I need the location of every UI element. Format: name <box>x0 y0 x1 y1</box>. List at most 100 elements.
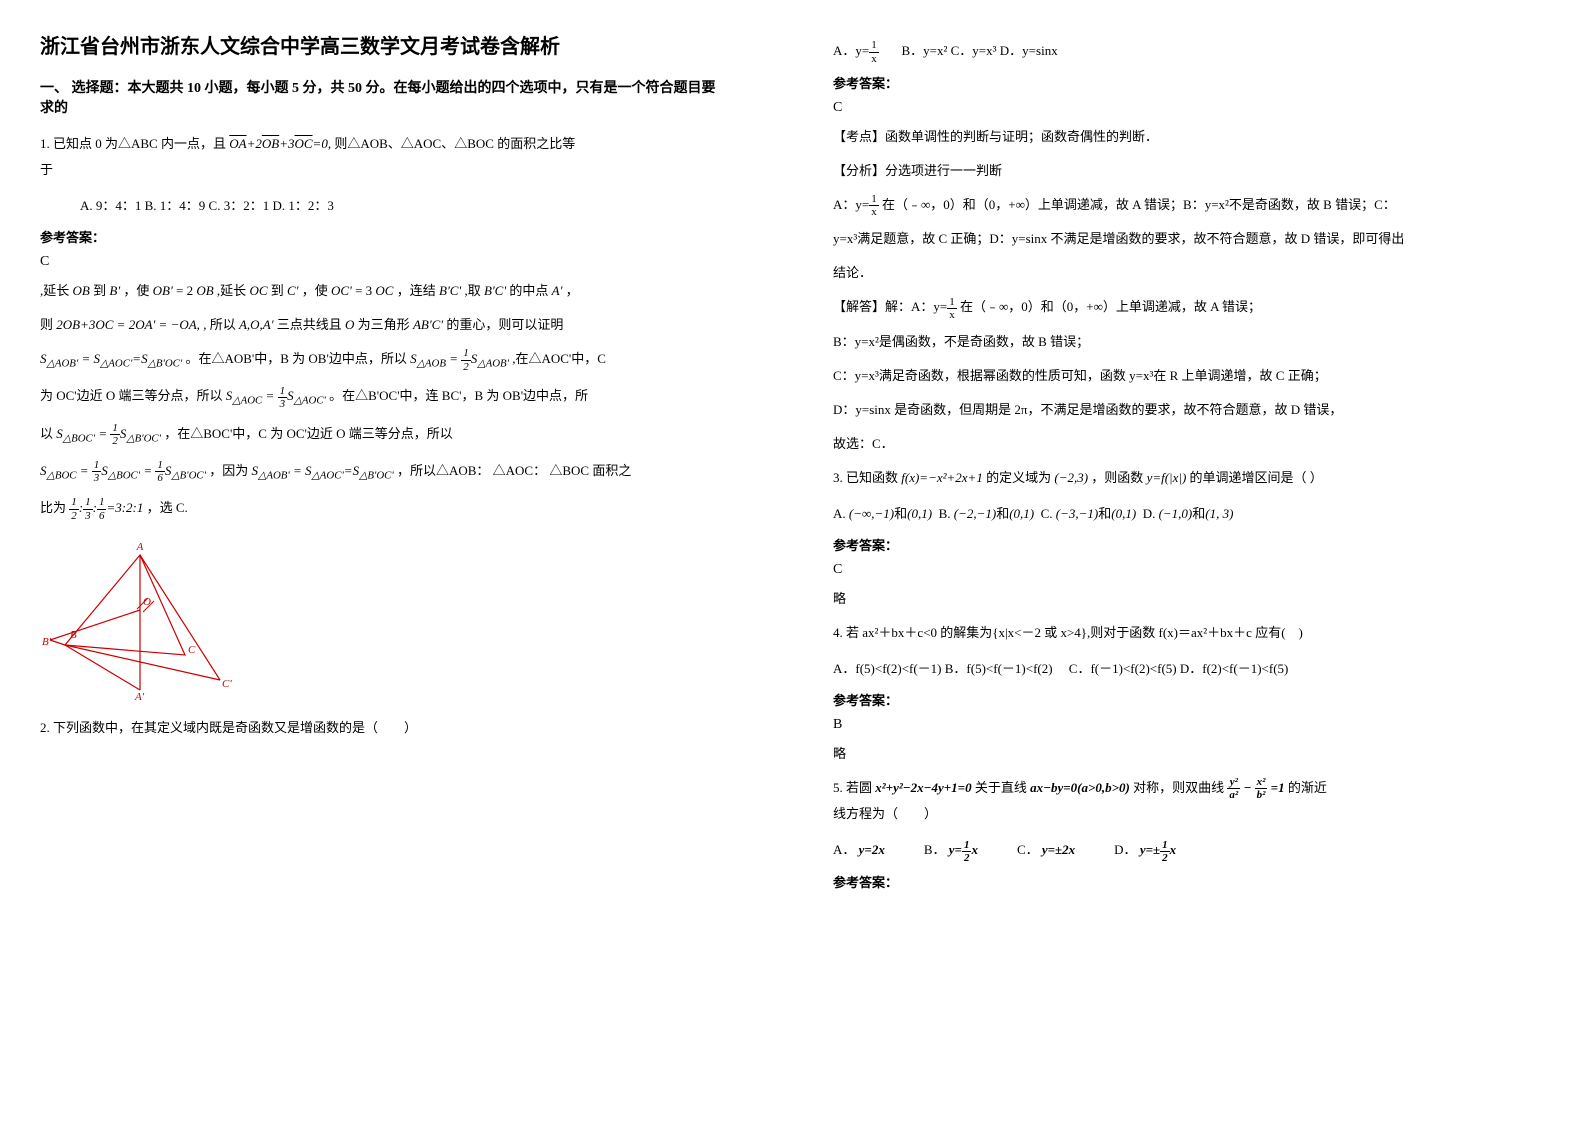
q5oa: A． <box>833 842 855 857</box>
dxb: x <box>869 206 879 218</box>
q3dom: (−2,3) <box>1054 470 1088 485</box>
e1oc2: OC <box>375 283 393 298</box>
e1oc: OC <box>249 283 267 298</box>
q2c: C．y=x³ <box>951 43 997 58</box>
e5a: 以 <box>40 426 53 441</box>
vec-oa: OA <box>229 136 246 151</box>
denx: x <box>869 53 879 65</box>
q3i01c: (0,1) <box>1111 506 1136 521</box>
q2-options: A．y=1x B．y=x² C．y=x³ D．y=sinx <box>833 38 1513 65</box>
e3b: ,在△AOC'中，C <box>512 351 606 366</box>
q2a-pre: A．y= <box>833 43 869 58</box>
e7a: 比为 <box>40 500 66 515</box>
e2a: 则 <box>40 317 53 332</box>
ratio-txt: =3:2:1 <box>106 500 143 515</box>
e4a: 为 OC'边近 O 端三等分点，所以 <box>40 388 223 403</box>
s-eq-sixth: S△BOC = 13S△BOC' = 16S△B'OC' <box>40 463 206 478</box>
e6b: ，所以△AOB： △AOC： △BOC 面积之 <box>397 463 631 478</box>
q2ea-frac: 1x <box>869 193 879 218</box>
e1ob: OB <box>73 283 90 298</box>
ha: a² <box>1227 789 1240 801</box>
on1: 1 <box>962 839 972 852</box>
e1k: 的中点 <box>509 283 548 298</box>
q3-brief: 略 <box>833 586 1513 612</box>
q3oc: C. <box>1041 506 1053 521</box>
hx2: x <box>1170 842 1177 857</box>
vec-ob: OB <box>262 136 279 151</box>
hx: x² <box>1255 776 1268 789</box>
q4-stem: 4. 若 ax²＋bx＋c<0 的解集为{x|x<－2 或 x>4},则对于函数… <box>833 620 1513 646</box>
q2-expC: y=x³满足题意，故 C 正确；D：y=sinx 不满足是增函数的要求，故不符合… <box>833 226 1513 252</box>
q5-stem: 5. 若圆 x²+y²−2x−4y+1=0 关于直线 ax−by=0(a>0,b… <box>833 775 1513 828</box>
hb: b² <box>1255 789 1268 801</box>
q1-exp2: 则 2OB+3OC = 2OA' = −OA, , 所以 A,O,A' 三点共线… <box>40 312 720 338</box>
q3od: D. <box>1143 506 1156 521</box>
tw1: 2 <box>962 852 972 864</box>
e2m2: A,O,A' <box>239 317 274 332</box>
e1a: ,延长 <box>40 283 69 298</box>
q3c: ，则函数 <box>1091 470 1143 485</box>
ye2: y= <box>1140 842 1153 857</box>
e1c: ，使 <box>123 283 149 298</box>
q3d: 的单调递增区间是（ ） <box>1190 470 1323 485</box>
q2-point: 【考点】函数单调性的判断与证明；函数奇偶性的判断． <box>833 124 1513 150</box>
q2s-frac: 1x <box>947 296 957 321</box>
q2-analysis: 【分析】分选项进行一一判断 <box>833 158 1513 184</box>
hm: − <box>1243 780 1251 795</box>
q3oa2: 和 <box>894 506 907 521</box>
vec-oc: OC <box>294 136 312 151</box>
q1-text-a: 1. 已知点 0 为△ABC 内一点，且 <box>40 136 226 151</box>
q4-brief: 略 <box>833 741 1513 767</box>
q5circ: x²+y²−2x−4y+1=0 <box>875 780 971 795</box>
q2-sol: 【解答】解：A：y=1x 在（﹣∞，0）和（0，+∞）上单调递减，故 A 错误； <box>833 294 1513 321</box>
q2-expEnd: 结论． <box>833 260 1513 286</box>
e7b: ，选 C. <box>147 500 188 515</box>
q2-answer-label: 参考答案： <box>833 73 1513 92</box>
q3yfx: y=f(|x|) <box>1147 470 1187 485</box>
s-eq1: S△AOB' = S△AOC'=S△B'OC' <box>40 351 182 366</box>
q1-exp3: S△AOB' = S△AOC'=S△B'OC' 。在△AOB'中，B 为 OB'… <box>40 346 720 375</box>
e2o: O <box>345 317 354 332</box>
pm1: ± <box>1153 842 1160 857</box>
q3ob2: 和 <box>996 506 1009 521</box>
left-page: 浙江省台州市浙东人文综合中学高三数学文月考试卷含解析 一、 选择题：本大题共 1… <box>0 0 760 781</box>
q1-exp4: 为 OC'边近 O 端三等分点，所以 S△AOC = 13S△AOC' 。在△B… <box>40 383 720 412</box>
e1bc2: B'C' <box>484 283 506 298</box>
e1b: 到 <box>93 283 106 298</box>
q1-exp6: S△BOC = 13S△BOC' = 16S△B'OC' ，因为 S△AOB' … <box>40 458 720 487</box>
s-eq-all: S△AOB' = S△AOC'=S△B'OC' <box>252 463 394 478</box>
q5a: 5. 若圆 <box>833 780 872 795</box>
q3-stem: 3. 已知函数 f(x)=−x²+2x+1 的定义域为 (−2,3) ，则函数 … <box>833 465 1513 491</box>
triangle-diagram: A B C O B' A' C' <box>40 540 240 700</box>
num1: 1 <box>869 39 879 52</box>
s-eq-half2: S△BOC' = 12S△B'OC' <box>56 426 161 441</box>
q2d: D．y=sinx <box>1000 43 1058 58</box>
q3i01a: (0,1) <box>907 506 932 521</box>
e1obp: OB' <box>153 283 173 298</box>
heq: =1 <box>1271 780 1285 795</box>
e2e: 的重心，则可以证明 <box>446 317 563 332</box>
e4b: 。在△B'OC'中，连 BC'，B 为 OB'边中点，所 <box>329 388 588 403</box>
q1-stem: 1. 已知点 0 为△ABC 内一点，且 OA+2OB+3OC=0, 则△AOB… <box>40 131 720 183</box>
on2: 1 <box>1160 839 1170 852</box>
q3ob: B. <box>939 506 951 521</box>
q3i2: (−2,−1) <box>954 506 996 521</box>
e1j: ,取 <box>464 283 480 298</box>
q1-text-b: 则△AOB、△AOC、△BOC 的面积之比等 <box>334 136 575 151</box>
q5oav: y=2x <box>859 842 885 857</box>
q4-answer-label: 参考答案： <box>833 690 1513 709</box>
q2-expA: A：y=1x 在（﹣∞，0）和（0，+∞）上单调递减，故 A 错误；B：y=x²… <box>833 192 1513 219</box>
q3-answer-label: 参考答案： <box>833 535 1513 554</box>
q1-text-c: 于 <box>40 162 53 177</box>
eq-zero: =0, <box>313 136 332 151</box>
e2c: 三点共线且 <box>277 317 342 332</box>
e1h: = 3 <box>355 283 372 298</box>
q1-exp1: ,延长 OB 到 B' ，使 OB' = 2 OB ,延长 OC 到 C' ，使… <box>40 278 720 304</box>
hy: y² <box>1227 776 1240 789</box>
q3i01b: (0,1) <box>1009 506 1034 521</box>
hx1: x <box>971 842 978 857</box>
e1bp: B' <box>109 283 120 298</box>
q4-answer: B <box>833 717 1513 733</box>
svg-text:A: A <box>136 541 144 553</box>
q3i3: (−3,−1) <box>1056 506 1098 521</box>
